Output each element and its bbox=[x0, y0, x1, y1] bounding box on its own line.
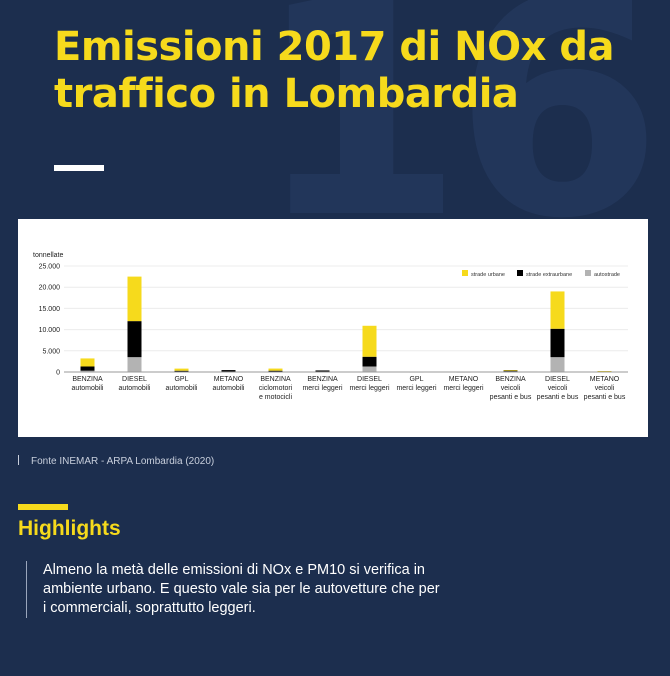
bar-strade-extraurbane bbox=[174, 370, 189, 372]
title-underline bbox=[54, 165, 104, 171]
bar-strade-extraurbane bbox=[221, 370, 236, 372]
bar-strade-extraurbane bbox=[315, 370, 330, 372]
x-tick-label: DIESEL merci leggeri bbox=[349, 376, 390, 392]
highlights-text: Almeno la metà delle emissioni di NOx e … bbox=[43, 562, 440, 616]
bar-strade-extraurbane bbox=[127, 321, 142, 358]
y-tick-label: 10.000 bbox=[39, 327, 61, 334]
x-tick-label: BENZINA ciclomotori e motocicli bbox=[259, 376, 293, 401]
bar-strade-extraurbane bbox=[362, 356, 377, 367]
background-number: 16 bbox=[255, 0, 662, 284]
x-tick-label: GPL automobili bbox=[166, 376, 198, 392]
source-text: Fonte INEMAR - ARPA Lombardia (2020) bbox=[31, 456, 215, 467]
y-tick-label: 20.000 bbox=[39, 285, 61, 292]
legend-swatch bbox=[585, 270, 591, 276]
legend-label: strade extraurbane bbox=[526, 272, 572, 278]
bar-strade-urbane bbox=[362, 325, 377, 357]
x-tick-label: METANO automobili bbox=[213, 376, 245, 392]
legend-swatch bbox=[462, 270, 468, 276]
bar-strade-urbane bbox=[127, 276, 142, 322]
bar-autostrade bbox=[80, 370, 95, 372]
bar-autostrade bbox=[127, 357, 142, 372]
bar-strade-urbane bbox=[174, 368, 189, 371]
source-divider bbox=[18, 455, 19, 465]
bar-strade-extraurbane bbox=[550, 328, 565, 358]
highlights-box: Almeno la metà delle emissioni di NOx e … bbox=[26, 561, 443, 618]
y-tick-label: 5.000 bbox=[42, 348, 60, 355]
page-title: Emissioni 2017 di NOx da traffico in Lom… bbox=[54, 24, 615, 117]
x-tick-label: GPL merci leggeri bbox=[396, 376, 437, 392]
source-note: Fonte INEMAR - ARPA Lombardia (2020) bbox=[18, 455, 214, 468]
bar-strade-urbane bbox=[503, 370, 518, 371]
legend-label: autostrade bbox=[594, 272, 620, 278]
y-tick-label: 25.000 bbox=[39, 264, 61, 271]
x-tick-label: BENZINA veicoli pesanti e bus bbox=[490, 376, 532, 401]
x-tick-label: METANO merci leggeri bbox=[443, 376, 484, 392]
x-tick-label: DIESEL automobili bbox=[119, 376, 151, 392]
y-tick-label: 15.000 bbox=[39, 306, 61, 313]
bar-autostrade bbox=[550, 357, 565, 372]
bar-strade-urbane bbox=[268, 368, 283, 371]
bar-strade-urbane bbox=[597, 371, 612, 372]
legend-label: strade urbane bbox=[471, 272, 505, 278]
bar-autostrade bbox=[362, 366, 377, 372]
x-tick-label: BENZINA merci leggeri bbox=[302, 376, 343, 392]
x-tick-label: DIESEL veicoli pesanti e bus bbox=[537, 376, 579, 401]
bar-strade-extraurbane bbox=[80, 366, 95, 371]
bar-strade-extraurbane bbox=[268, 370, 283, 372]
bar-strade-extraurbane bbox=[503, 370, 518, 372]
bar-strade-urbane bbox=[550, 291, 565, 329]
y-tick-label: 0 bbox=[56, 370, 60, 377]
bar-strade-urbane bbox=[80, 358, 95, 367]
y-axis-label: tonnellate bbox=[33, 252, 63, 259]
chart-card: tonnellate 0 5.000 10.000 15.000 20.000 25.000… bbox=[18, 219, 648, 437]
highlights-title: Highlights bbox=[18, 517, 121, 540]
x-tick-label: METANO veicoli pesanti e bus bbox=[584, 376, 626, 401]
x-tick-label: BENZINA automobili bbox=[72, 376, 104, 392]
stacked-bar-chart: tonnellate 0 5.000 10.000 15.000 20.000 25.000… bbox=[33, 252, 628, 401]
legend-swatch bbox=[517, 270, 523, 276]
highlights-rule bbox=[18, 504, 68, 510]
